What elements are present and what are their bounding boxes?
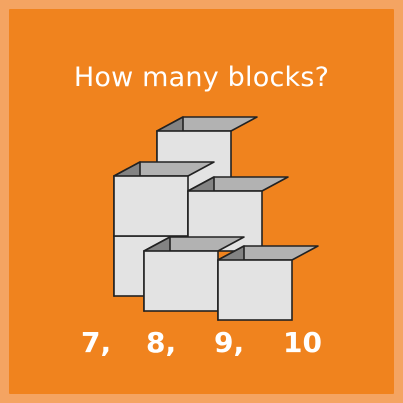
answer-option-7[interactable]: 7,	[81, 326, 112, 359]
answer-option-9[interactable]: 9,	[214, 326, 245, 359]
answer-option-8[interactable]: 8,	[146, 326, 177, 359]
block-bottom-right	[217, 245, 319, 321]
question-title: How many blocks?	[73, 62, 330, 93]
answer-option-10[interactable]: 10	[283, 326, 322, 359]
